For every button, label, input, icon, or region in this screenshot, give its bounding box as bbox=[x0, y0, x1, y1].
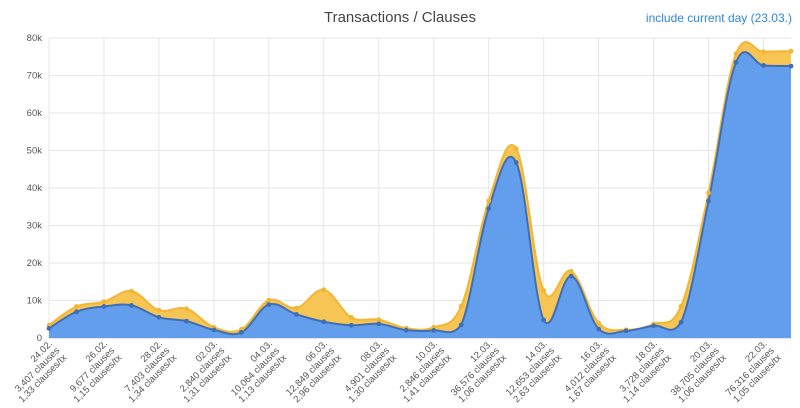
clauses-point bbox=[706, 190, 711, 196]
clauses-point bbox=[486, 198, 492, 204]
y-tick-label: 60k bbox=[27, 108, 43, 119]
transactions-point bbox=[733, 59, 739, 65]
transactions-point bbox=[376, 321, 382, 327]
transactions-point bbox=[678, 319, 684, 325]
clauses-point bbox=[156, 307, 162, 313]
clauses-point bbox=[321, 287, 327, 293]
y-tick-label: 80k bbox=[27, 33, 43, 44]
grid-lines bbox=[48, 37, 791, 339]
clauses-point bbox=[513, 146, 519, 152]
transactions-point bbox=[101, 304, 107, 309]
clauses-point bbox=[733, 51, 739, 57]
clauses-point bbox=[568, 268, 574, 274]
y-tick-label: 40k bbox=[27, 183, 43, 194]
y-axis: 0 10k 20k 30k 40k 50k 60k 70k 80k bbox=[27, 33, 43, 344]
transactions-point bbox=[211, 327, 217, 333]
transactions-point bbox=[293, 311, 299, 317]
clauses-point bbox=[348, 314, 354, 320]
clauses-point bbox=[266, 297, 272, 303]
transactions-point bbox=[403, 327, 409, 333]
y-tick-label: 20k bbox=[27, 258, 43, 269]
clauses-point bbox=[761, 49, 766, 55]
clauses-point bbox=[678, 303, 684, 309]
transactions-point bbox=[706, 198, 711, 204]
series-areas bbox=[48, 41, 792, 338]
clauses-point bbox=[596, 320, 602, 326]
y-tick-label: 0 bbox=[37, 333, 42, 344]
clauses-point bbox=[101, 299, 107, 305]
transactions-area bbox=[49, 52, 791, 338]
clauses-line bbox=[48, 41, 792, 333]
clauses-point bbox=[293, 305, 299, 311]
transactions-point bbox=[46, 326, 52, 331]
clauses-point bbox=[788, 48, 794, 54]
series-points bbox=[46, 48, 794, 335]
y-tick-label: 10k bbox=[27, 296, 43, 307]
transactions-point bbox=[761, 63, 766, 68]
transactions-point bbox=[321, 319, 327, 325]
transactions-point bbox=[651, 323, 656, 329]
y-tick-label: 50k bbox=[27, 146, 43, 157]
clauses-point bbox=[541, 288, 547, 293]
clauses-point bbox=[376, 317, 382, 323]
clauses-point bbox=[129, 288, 134, 294]
transactions-point bbox=[238, 329, 244, 335]
transactions-point bbox=[458, 322, 464, 328]
chart-title: Transactions / Clauses bbox=[323, 9, 476, 26]
transactions-point bbox=[184, 318, 189, 324]
transactions-point bbox=[156, 314, 162, 320]
transactions-point bbox=[596, 326, 602, 332]
transactions-point bbox=[623, 328, 629, 334]
clauses-point bbox=[74, 304, 79, 309]
y-tick-label: 30k bbox=[27, 221, 43, 232]
transactions-point bbox=[74, 309, 79, 315]
clauses-area bbox=[49, 42, 791, 338]
transactions-line bbox=[48, 51, 792, 336]
transactions-point bbox=[568, 273, 574, 279]
transactions-point bbox=[513, 160, 519, 165]
transactions-point bbox=[129, 302, 134, 308]
transactions-point bbox=[431, 328, 437, 333]
y-tick-label: 70k bbox=[27, 71, 43, 82]
clauses-point bbox=[184, 306, 189, 312]
transactions-point bbox=[348, 322, 354, 328]
transactions-point bbox=[541, 317, 547, 323]
transactions-point bbox=[788, 63, 794, 69]
clauses-point bbox=[458, 303, 464, 309]
transactions-point bbox=[266, 302, 272, 308]
transactions-point bbox=[486, 206, 492, 212]
include-current-day-toggle[interactable]: include current day (23.03.) bbox=[645, 11, 792, 25]
